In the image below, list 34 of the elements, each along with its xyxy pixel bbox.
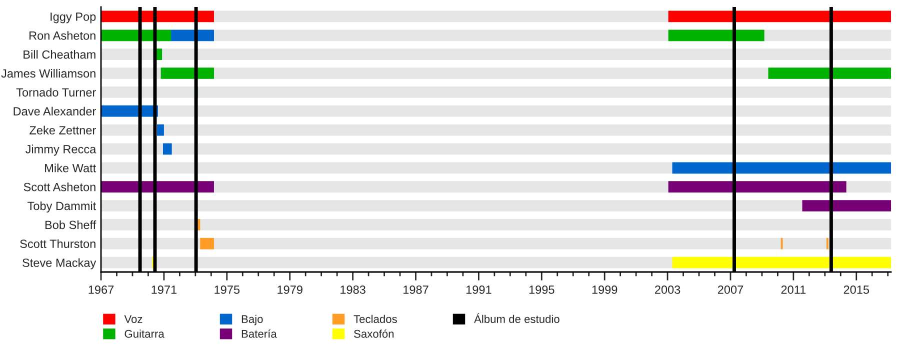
y-tick-label: Scott Thurston (20, 239, 96, 248)
y-tick-label: Mike Watt (45, 164, 96, 172)
legend-label: Batería (242, 329, 277, 338)
y-tick-label: James Williamson (1, 68, 96, 78)
y-tick-label: Bill Cheatham (24, 50, 96, 59)
legend-label: Bajo (242, 314, 263, 326)
x-tick-label: 1987 (404, 286, 428, 294)
y-tick-label: Tornado Turner (16, 88, 96, 97)
y-tick-label: Scott Asheton (24, 182, 96, 192)
y-tick-label: Toby Dammit (28, 201, 96, 212)
x-tick-label: 1967 (88, 286, 114, 294)
y-tick-label: Steve Mackay (22, 258, 96, 270)
x-tick-label: 1991 (466, 286, 492, 294)
y-tick-label: Jimmy Recca (25, 144, 96, 156)
y-tick-label: Zeke Zettner (30, 126, 96, 134)
y-tick-label: Iggy Pop (50, 12, 96, 24)
y-tick-label: Ron Asheton (30, 31, 96, 40)
x-tick-label: 1999 (592, 286, 618, 294)
x-tick-label: 2011 (781, 286, 806, 294)
legend-label: Teclados (354, 314, 397, 324)
x-tick-label: 2007 (718, 286, 744, 294)
legend-label: Voz (124, 315, 142, 324)
y-tick-label: Dave Alexander (14, 106, 96, 116)
x-tick-label: 1975 (214, 286, 240, 294)
x-tick-label: 2015 (844, 286, 870, 294)
legend-label: Álbum de estudio (474, 313, 560, 324)
x-tick-label: 1995 (529, 286, 554, 294)
legend-label: Guitarra (124, 330, 164, 338)
x-tick-label: 2003 (655, 286, 680, 294)
x-tick-label: 1971 (152, 286, 177, 294)
legend-label: Saxofón (354, 329, 394, 338)
y-tick-label: Bob Sheff (45, 220, 96, 230)
x-tick-label: 1979 (278, 286, 302, 294)
x-tick-label: 1983 (340, 286, 366, 294)
